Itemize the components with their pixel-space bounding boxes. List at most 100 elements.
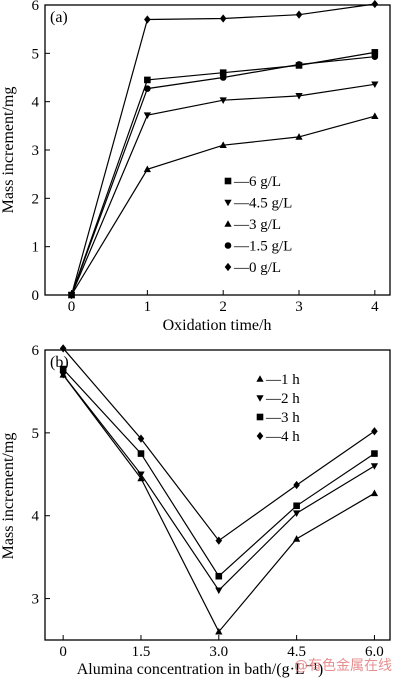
chart-b-legend-label: —3 h bbox=[265, 410, 300, 426]
chart-a-data-point bbox=[295, 10, 303, 19]
chart-a-legend-label: —1.5 g/L bbox=[233, 239, 292, 255]
chart-b-y-tick-label: 4 bbox=[32, 509, 40, 525]
chart-a-legend-marker bbox=[224, 262, 232, 272]
chart-b-data-point bbox=[371, 427, 378, 436]
chart-a-data-point bbox=[219, 14, 227, 23]
chart-a-data-point bbox=[68, 290, 75, 300]
chart-a-series-line-1 bbox=[70, 51, 375, 296]
chart-a-legend-marker bbox=[224, 199, 232, 207]
chart-b-x-tick-label: 1.5 bbox=[132, 644, 151, 660]
chart-a-data-point bbox=[371, 0, 379, 9]
chart-a-y-tick-label: 1 bbox=[32, 240, 40, 256]
chart-b-x-tick-label: 4.5 bbox=[287, 644, 306, 660]
chart-a-series-line-4 bbox=[70, 56, 375, 296]
chart-a-data-point bbox=[219, 69, 227, 76]
chart-a-y-tick-label: 3 bbox=[32, 143, 40, 159]
chart-b-legend-marker bbox=[256, 375, 264, 382]
chart-b-legend: —1 h —2 h —3 h —4 h bbox=[256, 372, 300, 445]
chart-b-frame bbox=[44, 349, 391, 641]
chart-a-x-tick-label: 2 bbox=[219, 299, 227, 315]
chart-b-series-line-3 bbox=[62, 368, 375, 578]
chart-a-y-tick-label: 6 bbox=[32, 0, 40, 14]
chart-a-x-axis-label: Oxidation time/h bbox=[163, 317, 272, 334]
chart-a-data-point bbox=[144, 76, 151, 84]
chart-b-data-point bbox=[137, 450, 145, 457]
chart-a-series-line-5 bbox=[70, 3, 375, 296]
chart-a-panel-label: (a) bbox=[50, 9, 68, 26]
chart-b-x-axis-label: Alumina concentration in bath/(g·L⁻¹) bbox=[77, 661, 324, 678]
chart-b-legend-label: —1 h bbox=[265, 372, 300, 388]
chart-a-x-tick-label: 4 bbox=[371, 299, 379, 315]
chart-a-data-point bbox=[219, 97, 227, 105]
chart-b-data-point bbox=[59, 344, 67, 353]
chart-b-x-ticks: 0 1.5 3.0 4.5 6.0 bbox=[59, 635, 384, 660]
chart-b-data-point bbox=[59, 372, 67, 379]
chart-b-data-point bbox=[292, 535, 301, 542]
chart-a-data-point bbox=[219, 74, 227, 81]
chart-a-series bbox=[67, 0, 379, 300]
chart-b-legend-marker bbox=[256, 431, 264, 441]
chart-b-data-point bbox=[59, 365, 67, 373]
chart-a-x-tick-label: 0 bbox=[68, 299, 76, 315]
chart-a-data-point bbox=[371, 81, 379, 89]
chart-a-data-point bbox=[143, 112, 151, 119]
chart-b-data-point bbox=[215, 587, 223, 595]
chart-a-legend-marker bbox=[224, 242, 232, 249]
chart-b-series-line-2 bbox=[62, 374, 375, 592]
chart-b-data-point bbox=[215, 572, 223, 580]
chart-a-legend-label: —3 g/L bbox=[233, 217, 281, 233]
chart-a-legend-label: —0 g/L bbox=[233, 260, 281, 276]
chart-b-data-point bbox=[215, 536, 223, 545]
chart-a-legend-marker bbox=[224, 220, 232, 227]
chart-b-y-tick-label: 5 bbox=[32, 426, 40, 442]
chart-b-data-point bbox=[370, 489, 379, 497]
chart-b-legend-label: —2 h bbox=[265, 391, 300, 407]
chart-b-y-axis-label: Mass increment/mg bbox=[0, 433, 17, 560]
chart-b-data-point bbox=[215, 627, 223, 635]
chart-a-y-axis-label: Mass increment/mg bbox=[0, 87, 17, 214]
chart-a-data-point bbox=[371, 53, 379, 61]
chart-a-data-point bbox=[295, 61, 303, 68]
chart-a-y-tick-label: 2 bbox=[32, 191, 40, 207]
chart-b-series bbox=[59, 344, 379, 635]
chart-a-legend-label: —6 g/L bbox=[233, 174, 281, 190]
chart-b-data-point bbox=[137, 471, 145, 479]
chart-b-data-point bbox=[371, 450, 378, 457]
chart-a-data-point bbox=[371, 112, 379, 119]
chart-a-data-point bbox=[219, 141, 227, 148]
chart-b-x-tick-label: 6.0 bbox=[365, 644, 384, 660]
chart-a-x-tick-label: 1 bbox=[144, 299, 152, 315]
chart-a-series-line-2 bbox=[70, 83, 375, 296]
chart-a-frame bbox=[44, 4, 391, 296]
chart-b-y-tick-label: 6 bbox=[32, 343, 40, 359]
chart-b-y-ticks: 3 4 5 6 bbox=[32, 343, 50, 608]
chart-a-data-point bbox=[371, 49, 379, 56]
chart-a: (a) Oxidation time/h Mass increment/mg 0… bbox=[0, 0, 391, 334]
watermark: @有色金属在线 bbox=[294, 657, 392, 674]
chart-a-x-ticks: 0 1 2 3 4 bbox=[68, 290, 379, 315]
chart-b-data-point bbox=[293, 502, 300, 510]
chart-a-legend: —6 g/L —4.5 g/L —3 g/L —1.5 g/L —0 g/L bbox=[224, 174, 292, 276]
chart-a-data-point bbox=[144, 15, 151, 24]
chart-b-x-tick-label: 3.0 bbox=[209, 644, 228, 660]
chart-a-y-ticks: 0 1 2 3 4 5 6 bbox=[32, 0, 50, 304]
chart-a-legend-label: —4.5 g/L bbox=[233, 196, 292, 212]
chart-b-data-point bbox=[292, 510, 301, 518]
chart-a-data-point bbox=[144, 85, 151, 92]
chart-b: (b) Alumina concentration in bath/(g·L⁻¹… bbox=[0, 343, 391, 678]
chart-a-data-point bbox=[295, 93, 303, 100]
chart-b-data-point bbox=[293, 480, 300, 490]
chart-a-y-tick-label: 0 bbox=[32, 288, 40, 304]
chart-a-y-tick-label: 4 bbox=[32, 95, 40, 111]
chart-a-data-point bbox=[295, 133, 303, 140]
chart-b-y-tick-label: 3 bbox=[32, 592, 40, 608]
chart-b-legend-marker bbox=[256, 395, 264, 402]
chart-a-legend-marker bbox=[224, 177, 232, 185]
chart-b-legend-label: —4 h bbox=[265, 429, 300, 445]
chart-a-x-tick-label: 3 bbox=[295, 299, 303, 315]
chart-b-data-point bbox=[370, 463, 379, 470]
chart-b-x-tick-label: 0 bbox=[59, 644, 67, 660]
chart-b-legend-marker bbox=[256, 413, 264, 421]
chart-a-y-tick-label: 5 bbox=[32, 46, 40, 62]
